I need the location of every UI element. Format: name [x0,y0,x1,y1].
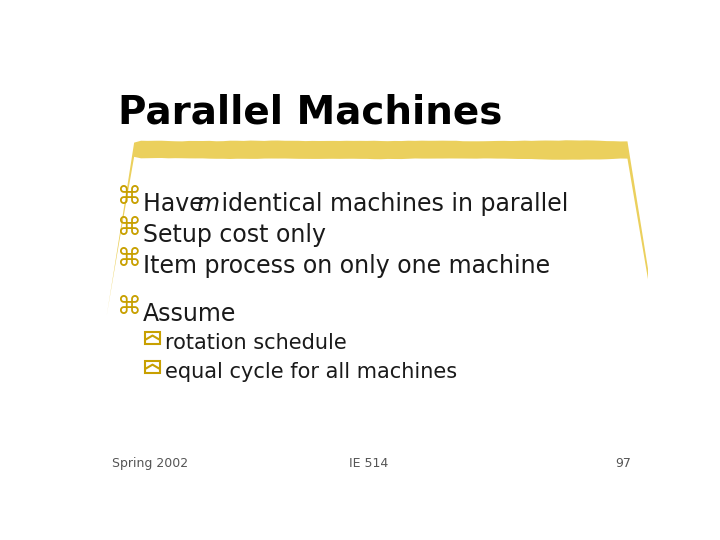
Text: Have: Have [143,192,211,215]
Text: 97: 97 [616,457,631,470]
Text: m: m [196,192,219,215]
Text: ⌘: ⌘ [116,247,140,271]
Text: Setup cost only: Setup cost only [143,223,326,247]
Text: ⌘: ⌘ [116,216,140,240]
Text: equal cycle for all machines: equal cycle for all machines [166,362,457,382]
Text: ⌘: ⌘ [116,295,140,319]
Polygon shape [107,140,648,315]
Text: IE 514: IE 514 [349,457,389,470]
Text: Assume: Assume [143,302,236,326]
Text: identical machines in parallel: identical machines in parallel [214,192,568,215]
Text: rotation schedule: rotation schedule [166,333,347,353]
Text: Item process on only one machine: Item process on only one machine [143,254,550,278]
Text: Spring 2002: Spring 2002 [112,457,189,470]
Text: ⌘: ⌘ [116,185,140,208]
Text: Parallel Machines: Parallel Machines [118,94,503,132]
